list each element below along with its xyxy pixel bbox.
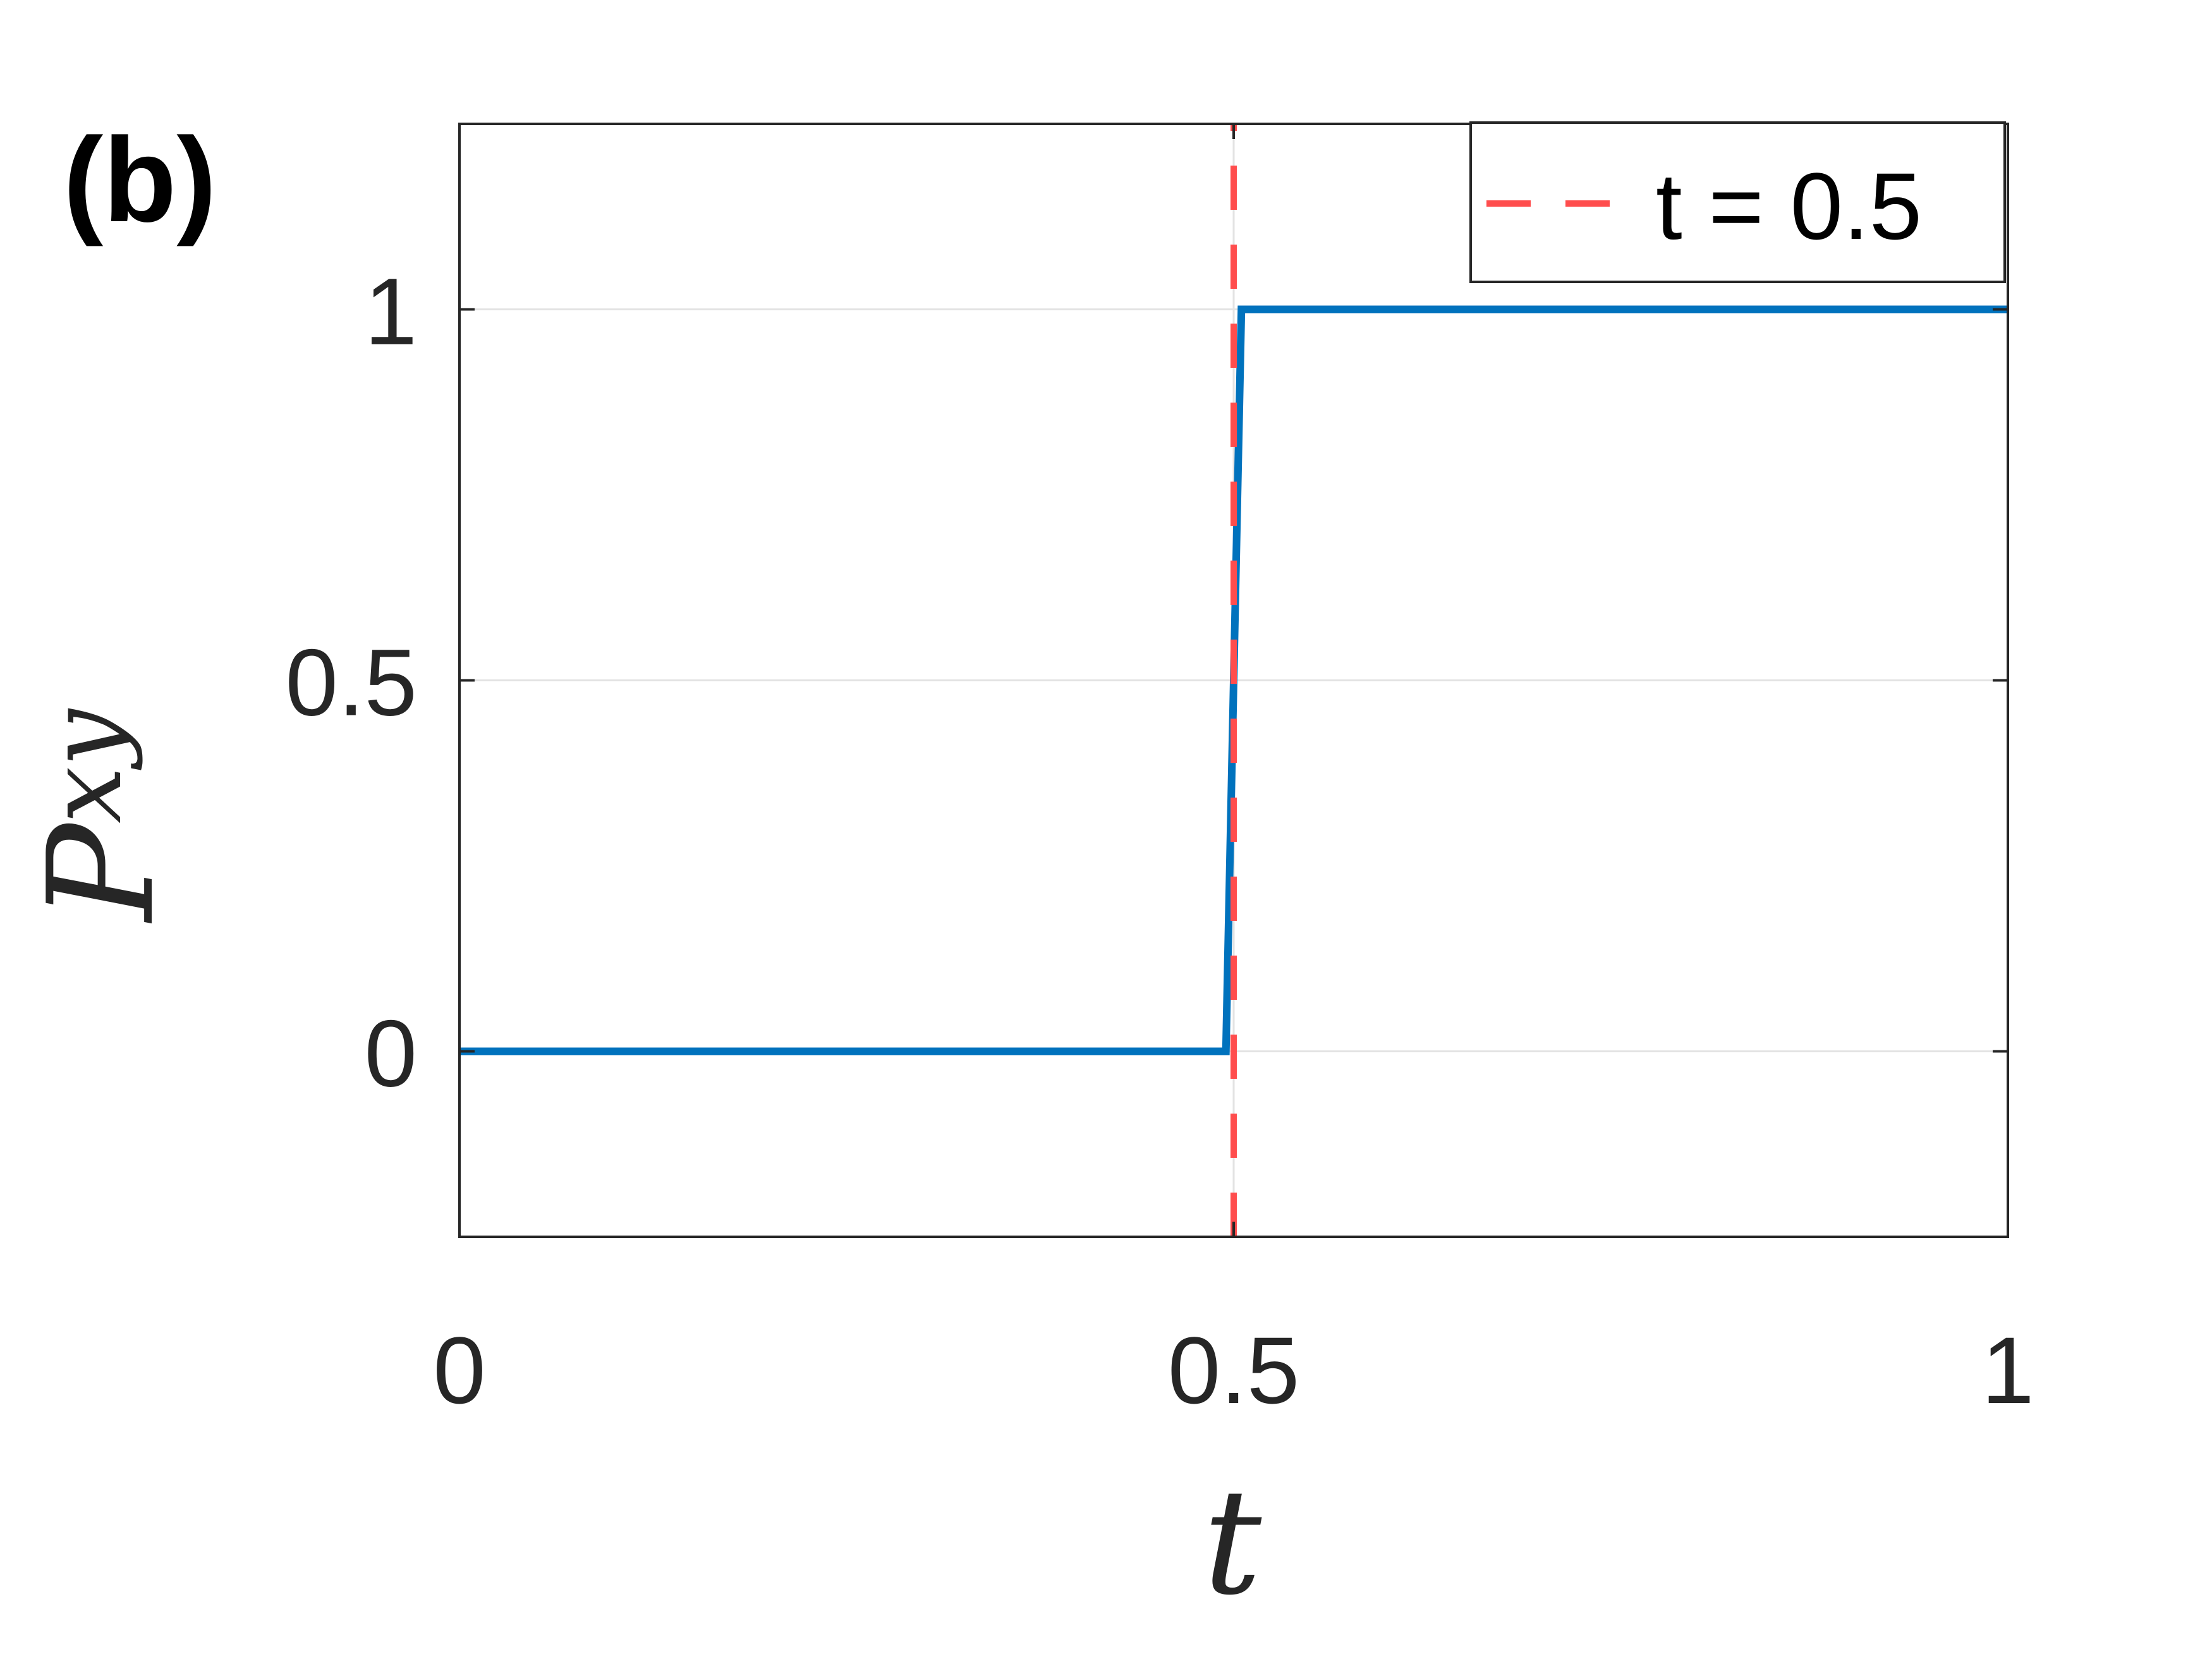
series-layer: [459, 124, 2008, 1237]
legend-label: t = 0.5: [1656, 153, 1922, 259]
x-tick-label: 1: [1981, 1317, 2034, 1423]
y-tick-label: 0.5: [285, 629, 417, 736]
tick-marks: [458, 124, 2009, 1237]
x-tick-label: 0: [433, 1317, 485, 1423]
x-axis-title: t: [1203, 1459, 1262, 1627]
svg-text:Pxy: Pxy: [18, 708, 186, 924]
y-tick-label: 1: [365, 258, 417, 365]
legend: t = 0.5: [1469, 121, 2006, 283]
y-tick-label: 0: [365, 1000, 417, 1107]
y-axis-title-subscript: xy: [26, 708, 144, 823]
y-axis-title-main: P: [18, 821, 186, 924]
y-axis-title: Pxy: [18, 708, 186, 924]
x-tick-label: 0.5: [1168, 1317, 1300, 1423]
legend-box: [1469, 121, 2006, 283]
tick-labels: 0 0.5 1 0 0.5 1: [285, 258, 2034, 1424]
panel-label: (b): [63, 113, 217, 247]
